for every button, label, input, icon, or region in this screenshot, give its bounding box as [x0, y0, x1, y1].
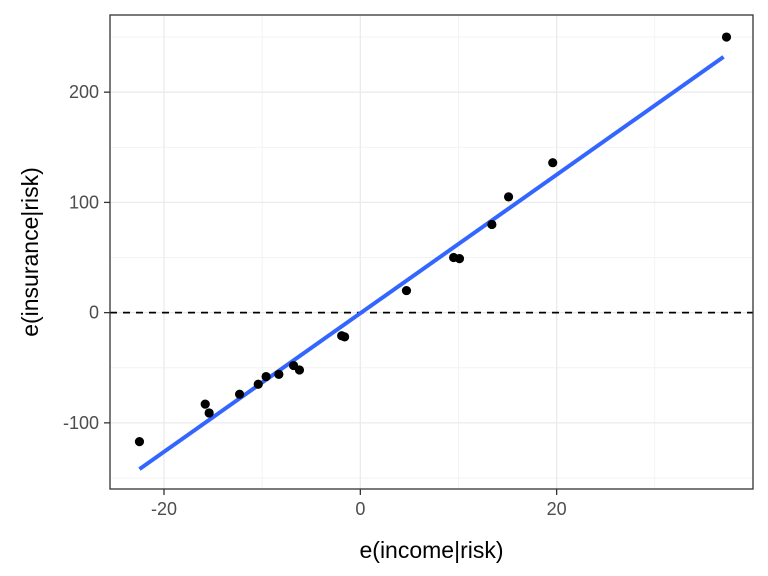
data-point: [261, 371, 271, 382]
data-point: [253, 379, 263, 389]
x-axis-title: e(income|risk): [360, 537, 504, 563]
data-points: [134, 32, 732, 447]
data-point: [274, 369, 284, 379]
y-tick-label: 100: [69, 192, 99, 212]
data-point: [721, 32, 732, 42]
plot-background: [110, 15, 753, 489]
data-point: [340, 332, 350, 342]
y-axis: -100 0 100 200: [63, 82, 110, 433]
data-point: [200, 399, 210, 409]
regression-line: [138, 55, 725, 471]
data-point: [294, 365, 305, 375]
data-point: [454, 254, 465, 264]
x-tick-label: 0: [355, 499, 365, 519]
y-tick-label: 0: [89, 303, 99, 323]
minor-gridlines: [110, 15, 753, 489]
data-point: [401, 285, 412, 296]
x-tick-label: -20: [151, 499, 177, 519]
fit-line-group: [138, 55, 725, 471]
y-tick-label: -100: [63, 413, 99, 433]
data-point: [548, 158, 558, 168]
x-tick-label: 20: [547, 499, 567, 519]
y-axis-title: e(insurance|risk): [17, 167, 43, 337]
y-tick-label: 200: [69, 82, 99, 102]
data-point: [234, 389, 245, 399]
data-point: [503, 192, 514, 202]
x-axis: -20 0 20: [151, 489, 567, 519]
data-point: [487, 219, 497, 230]
data-point: [204, 408, 214, 418]
plot-panel-border: [109, 14, 754, 490]
data-point: [134, 437, 145, 447]
